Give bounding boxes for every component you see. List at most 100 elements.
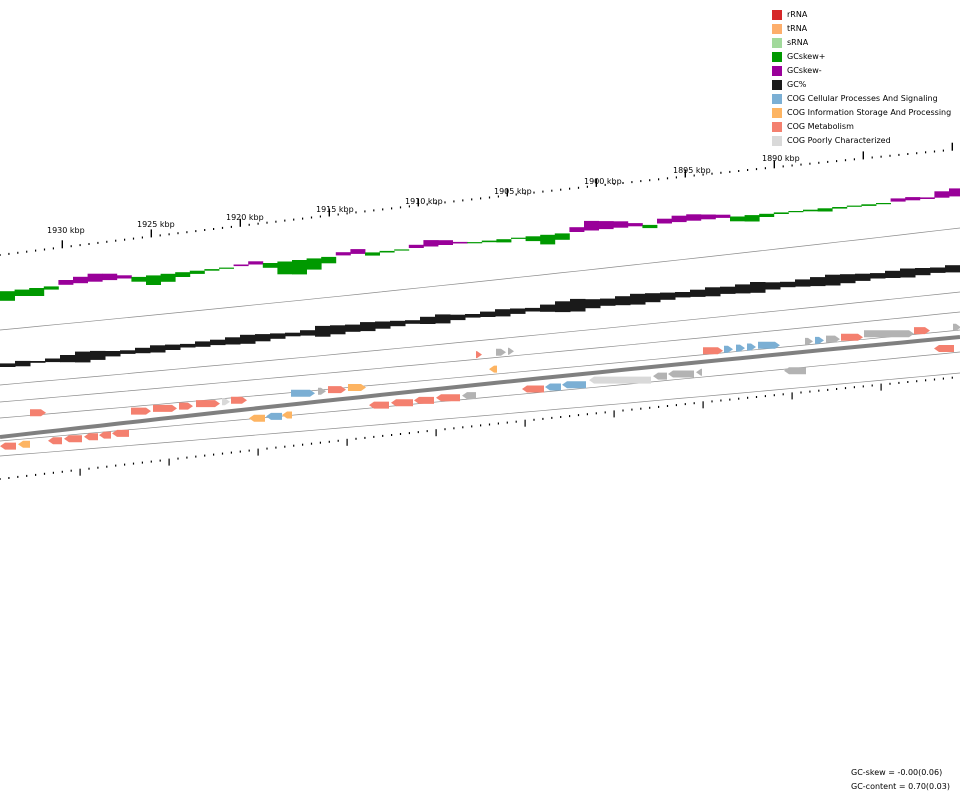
gc-content-bar xyxy=(585,299,601,309)
gene-arrow xyxy=(18,440,30,448)
gene-arrow xyxy=(864,330,914,338)
gene-arrow xyxy=(369,401,389,409)
gc-skew-positive-bar xyxy=(817,208,833,212)
gc-skew-negative-bar xyxy=(627,223,643,227)
gene-arrow xyxy=(153,404,177,412)
gc-skew-track xyxy=(0,188,960,301)
gc-skew-negative-bar xyxy=(408,244,424,248)
gc-content-bar xyxy=(240,334,256,344)
gc-skew-positive-bar xyxy=(642,224,658,229)
gc-content-bar xyxy=(705,287,721,297)
gc-content-bar xyxy=(945,265,960,273)
gc-content-bar xyxy=(315,325,331,337)
gc-content-bar xyxy=(405,320,421,324)
track-guide-line xyxy=(0,311,960,403)
gc-content-bar xyxy=(120,350,136,354)
gc-content-bar xyxy=(825,274,841,286)
gene-arrow xyxy=(84,433,98,441)
gc-skew-positive-bar xyxy=(0,291,15,301)
gc-content-bar xyxy=(540,304,556,312)
track-guide-line xyxy=(0,329,960,419)
legend-swatch-srna xyxy=(772,38,782,48)
legend-swatch-cog-poorly xyxy=(772,136,782,146)
gene-arrow xyxy=(589,376,651,384)
gc-skew-positive-bar xyxy=(876,203,891,205)
gene-arrow xyxy=(508,347,514,355)
gc-skew-negative-bar xyxy=(116,275,132,279)
gene-arrow xyxy=(249,414,265,422)
gene-arrow xyxy=(758,341,780,349)
gc-skew-negative-bar xyxy=(919,197,935,199)
legend-item-gc-percent: GC% xyxy=(772,78,951,92)
gc-content-bar xyxy=(930,267,946,273)
ruler-label-1925: 1925 kbp xyxy=(137,220,175,229)
gc-content-bar xyxy=(750,282,766,293)
gc-skew-positive-bar xyxy=(160,273,176,282)
track-guide-line xyxy=(0,372,960,457)
gene-arrow xyxy=(0,442,16,450)
gene-arrow xyxy=(48,437,62,445)
legend-label-cog-poorly: COG Poorly Characterized xyxy=(787,136,891,145)
gene-arrow xyxy=(266,412,282,420)
gc-content-bar xyxy=(735,284,751,294)
gc-content-bar xyxy=(390,320,406,327)
gc-content-bar xyxy=(75,351,91,363)
gc-skew-positive-bar xyxy=(511,237,526,239)
gc-skew-positive-bar xyxy=(306,258,322,270)
gene-arrow xyxy=(291,389,315,397)
gene-arrow xyxy=(282,411,292,419)
gene-arrow xyxy=(747,343,756,351)
gc-content-bar xyxy=(270,333,286,339)
gene-arrow xyxy=(914,327,930,335)
legend-swatch-cog-information xyxy=(772,108,782,118)
gc-content-bar xyxy=(915,268,931,276)
gc-skew-positive-bar xyxy=(292,260,307,275)
gc-content-bar xyxy=(660,292,676,300)
gc-skew-positive-bar xyxy=(540,234,556,245)
gc-content-bar xyxy=(870,273,886,279)
ruler-label-1895: 1895 kbp xyxy=(673,166,711,175)
gc-skew-positive-bar xyxy=(262,263,278,268)
backbone-line xyxy=(0,335,960,439)
gc-skew-negative-bar xyxy=(233,264,249,267)
legend-swatch-cog-metabolism xyxy=(772,122,782,132)
legend-swatch-gc-percent xyxy=(772,80,782,90)
track-guide-line xyxy=(0,291,960,386)
gene-arrow xyxy=(668,370,694,378)
gc-skew-negative-bar xyxy=(934,191,950,198)
ruler-label-1930: 1930 kbp xyxy=(47,226,85,235)
gene-arrow xyxy=(179,402,193,410)
gc-skew-negative-bar xyxy=(715,214,731,218)
gc-content-bar xyxy=(600,298,616,306)
legend-label-cog-cellular: COG Cellular Processes And Signaling xyxy=(787,94,938,103)
gc-skew-negative-bar xyxy=(890,198,906,202)
gene-arrow xyxy=(736,344,745,352)
gc-content-bar xyxy=(510,308,526,314)
gene-arrow xyxy=(196,400,220,408)
ruler-label-1920: 1920 kbp xyxy=(226,213,264,222)
gc-skew-positive-bar xyxy=(832,207,848,209)
gc-content-bar xyxy=(555,301,571,313)
gc-skew-negative-bar xyxy=(335,252,351,256)
gene-arrow xyxy=(30,409,46,417)
legend-swatch-trna xyxy=(772,24,782,34)
ruler-label-1910: 1910 kbp xyxy=(405,197,443,206)
gc-skew-negative-bar xyxy=(452,241,468,244)
gene-arrow xyxy=(496,348,506,356)
legend-label-rrna: rRNA xyxy=(787,10,808,19)
gc-content-bar xyxy=(885,270,901,278)
ruler-label-1900: 1900 kbp xyxy=(584,177,622,186)
gene-arrow xyxy=(489,365,497,373)
ruler-labels: 1930 kbp 1925 kbp 1920 kbp 1915 kbp 1910… xyxy=(47,154,800,235)
gc-content-bar xyxy=(90,350,106,360)
gc-skew-negative-bar xyxy=(584,220,599,231)
legend-label-gcskew-plus: GCskew+ xyxy=(787,52,826,61)
gc-content-bar xyxy=(180,343,196,348)
legend-item-trna: tRNA xyxy=(772,22,951,36)
gene-arrow xyxy=(436,394,460,402)
gc-content-bar xyxy=(210,339,226,346)
gc-skew-positive-bar xyxy=(321,256,337,264)
legend-swatch-rrna xyxy=(772,10,782,20)
gc-skew-negative-bar xyxy=(905,197,921,201)
gc-skew-positive-bar xyxy=(481,240,497,243)
